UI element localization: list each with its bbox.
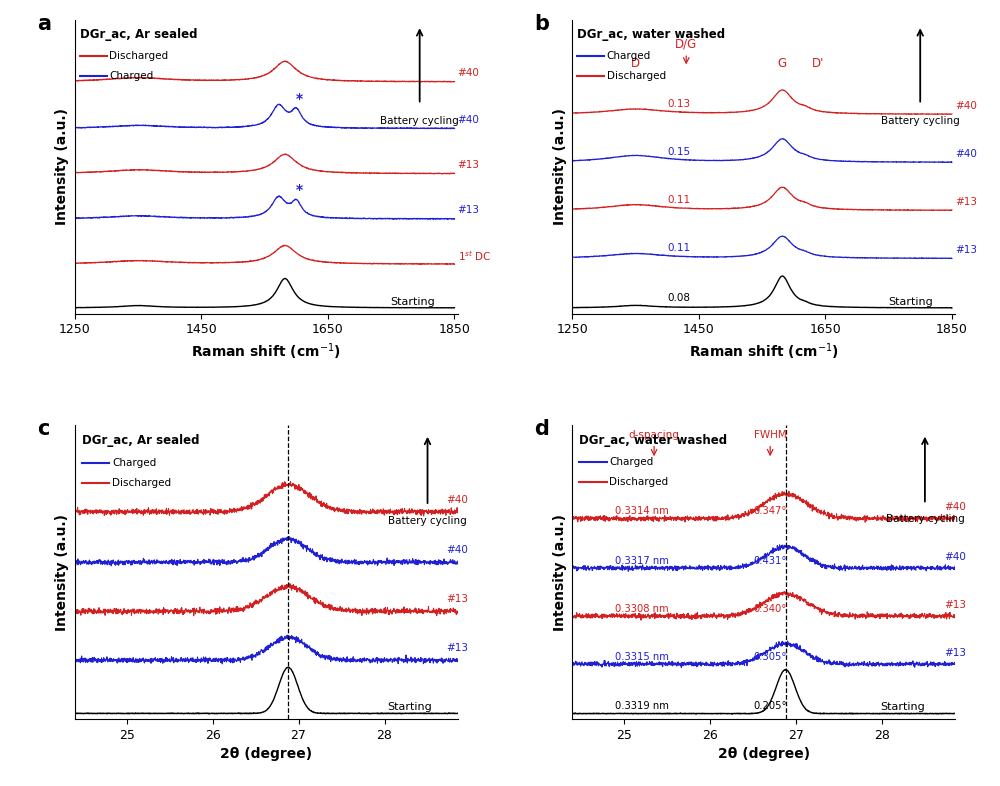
Text: DGr_ac, water washed: DGr_ac, water washed bbox=[579, 434, 727, 446]
Text: d-spacing: d-spacing bbox=[629, 430, 680, 440]
Text: Discharged: Discharged bbox=[112, 478, 171, 488]
Text: #40: #40 bbox=[955, 149, 977, 159]
Text: 0.431°: 0.431° bbox=[753, 556, 786, 566]
Text: #40: #40 bbox=[944, 502, 966, 512]
Text: 0.11: 0.11 bbox=[667, 196, 690, 205]
Text: Charged: Charged bbox=[609, 457, 654, 467]
Text: d: d bbox=[534, 420, 549, 439]
Text: #13: #13 bbox=[446, 594, 468, 604]
X-axis label: Raman shift (cm$^{-1}$): Raman shift (cm$^{-1}$) bbox=[191, 342, 341, 362]
Text: D/G: D/G bbox=[675, 38, 697, 50]
Y-axis label: Intensity (a.u.): Intensity (a.u.) bbox=[553, 108, 567, 225]
Text: D': D' bbox=[811, 57, 824, 71]
Text: 0.3315 nm: 0.3315 nm bbox=[615, 652, 669, 662]
Text: *: * bbox=[296, 91, 303, 105]
Text: Discharged: Discharged bbox=[109, 51, 168, 61]
X-axis label: 2θ (degree): 2θ (degree) bbox=[718, 747, 810, 762]
Text: 0.340°: 0.340° bbox=[753, 604, 786, 614]
Text: 0.15: 0.15 bbox=[667, 147, 690, 157]
Text: 0.3317 nm: 0.3317 nm bbox=[615, 556, 669, 566]
Text: 0.305°: 0.305° bbox=[753, 652, 786, 662]
Text: #13: #13 bbox=[944, 600, 966, 610]
Text: 0.3308 nm: 0.3308 nm bbox=[615, 604, 669, 614]
Text: Starting: Starting bbox=[391, 296, 435, 307]
Text: 0.205°: 0.205° bbox=[753, 701, 787, 711]
Text: Starting: Starting bbox=[880, 702, 925, 712]
Text: Discharged: Discharged bbox=[609, 477, 668, 487]
X-axis label: 2θ (degree): 2θ (degree) bbox=[220, 747, 312, 762]
Text: a: a bbox=[37, 14, 51, 34]
Text: #40: #40 bbox=[458, 68, 479, 79]
Y-axis label: Intensity (a.u.): Intensity (a.u.) bbox=[553, 514, 567, 630]
Text: D: D bbox=[631, 57, 640, 71]
Text: Charged: Charged bbox=[607, 51, 651, 61]
Text: FWHM: FWHM bbox=[754, 430, 787, 440]
Text: 0.13: 0.13 bbox=[667, 99, 690, 109]
Text: *: * bbox=[296, 183, 303, 197]
Text: #13: #13 bbox=[944, 648, 966, 658]
Text: Charged: Charged bbox=[109, 72, 153, 81]
Text: Discharged: Discharged bbox=[607, 72, 666, 81]
Y-axis label: Intensity (a.u.): Intensity (a.u.) bbox=[55, 514, 69, 630]
Text: Battery cycling: Battery cycling bbox=[380, 116, 459, 126]
Text: 1$^{st}$ DC: 1$^{st}$ DC bbox=[458, 248, 491, 263]
Text: DGr_ac, water washed: DGr_ac, water washed bbox=[577, 28, 726, 41]
Text: DGr_ac, Ar sealed: DGr_ac, Ar sealed bbox=[80, 28, 198, 41]
Text: #40: #40 bbox=[944, 552, 966, 561]
Text: #40: #40 bbox=[955, 101, 977, 111]
Text: #40: #40 bbox=[446, 495, 468, 505]
Text: 0.08: 0.08 bbox=[667, 293, 690, 303]
Text: #13: #13 bbox=[446, 644, 468, 653]
Text: Battery cycling: Battery cycling bbox=[388, 516, 467, 526]
Text: 0.347°: 0.347° bbox=[753, 506, 786, 516]
Text: Battery cycling: Battery cycling bbox=[881, 116, 960, 126]
X-axis label: Raman shift (cm$^{-1}$): Raman shift (cm$^{-1}$) bbox=[689, 342, 839, 362]
Text: #13: #13 bbox=[955, 197, 977, 207]
Text: #13: #13 bbox=[458, 205, 480, 215]
Text: 0.11: 0.11 bbox=[667, 244, 690, 253]
Text: #13: #13 bbox=[458, 160, 480, 171]
Y-axis label: Intensity (a.u.): Intensity (a.u.) bbox=[55, 108, 69, 225]
Text: #13: #13 bbox=[955, 245, 977, 255]
Text: Battery cycling: Battery cycling bbox=[886, 514, 964, 524]
Text: Starting: Starting bbox=[387, 702, 432, 712]
Text: Charged: Charged bbox=[112, 457, 156, 468]
Text: b: b bbox=[534, 14, 549, 34]
Text: G: G bbox=[778, 57, 787, 71]
Text: 0.3319 nm: 0.3319 nm bbox=[615, 701, 669, 711]
Text: c: c bbox=[37, 420, 49, 439]
Text: Starting: Starting bbox=[888, 296, 933, 307]
Text: 0.3314 nm: 0.3314 nm bbox=[615, 506, 669, 516]
Text: DGr_ac, Ar sealed: DGr_ac, Ar sealed bbox=[82, 434, 199, 447]
Text: #40: #40 bbox=[458, 115, 479, 125]
Text: #40: #40 bbox=[446, 545, 468, 556]
